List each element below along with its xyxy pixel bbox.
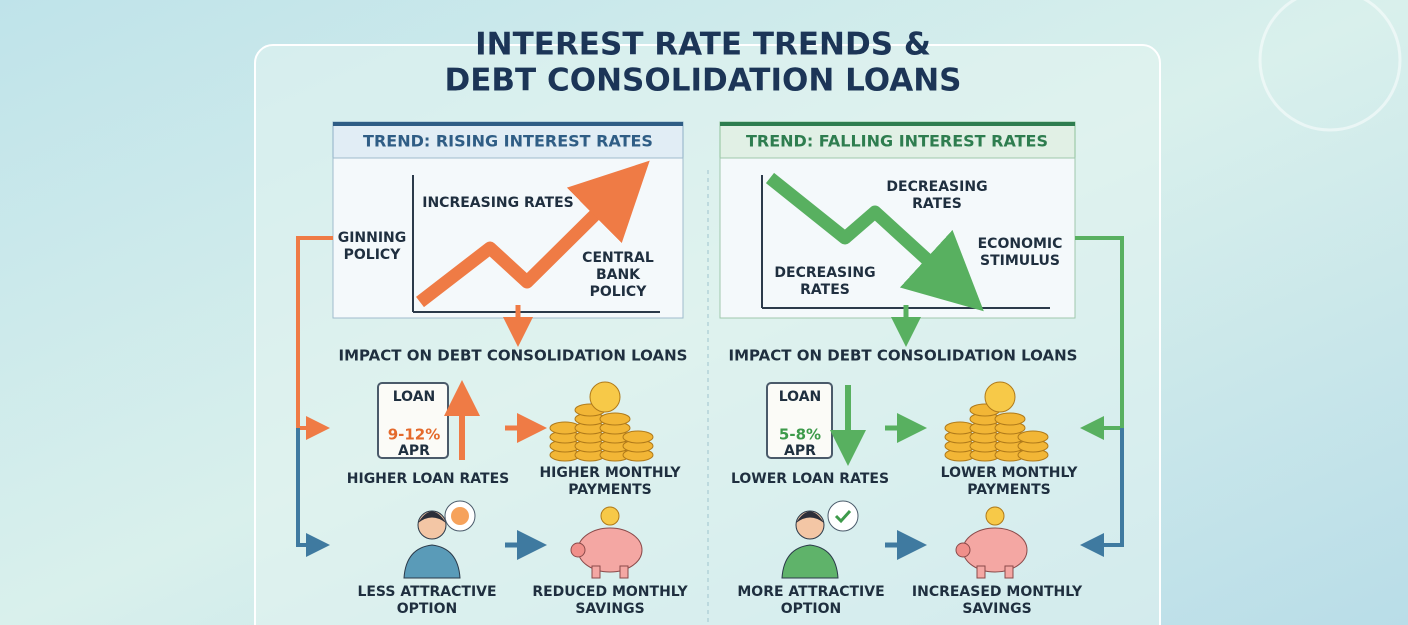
- chart-label: CENTRAL BANK POLICY: [582, 250, 654, 300]
- text-line: RATES: [912, 196, 962, 212]
- text-line: POLICY: [344, 247, 402, 263]
- effect-label: LOWER MONTHLY PAYMENTS: [941, 465, 1079, 498]
- text-line: STIMULUS: [980, 253, 1060, 269]
- pig-leg: [619, 565, 629, 579]
- header-accent: [333, 122, 683, 126]
- pig-body: [577, 527, 643, 573]
- text-line: LESS ATTRACTIVE: [357, 584, 496, 600]
- loan-unit: APR: [398, 443, 430, 459]
- title-line: DEBT CONSOLIDATION LOANS: [444, 63, 961, 99]
- impact-title: IMPACT ON DEBT CONSOLIDATION LOANS: [729, 347, 1078, 365]
- coin: [994, 412, 1026, 426]
- person-hair: [796, 511, 824, 523]
- effect-label: HIGHER LOAN RATES: [347, 471, 509, 487]
- title-line: INTEREST RATE TRENDS &: [475, 27, 931, 63]
- text-line: INCREASING RATES: [422, 195, 573, 211]
- chart-label: INCREASING RATES: [422, 195, 573, 211]
- text-line: ECONOMIC: [978, 236, 1063, 252]
- text-line: MORE ATTRACTIVE: [737, 584, 884, 600]
- loan-label: LOAN: [779, 389, 822, 405]
- person: [781, 510, 839, 579]
- text-line: OPTION: [397, 601, 458, 617]
- pig-snout: [955, 542, 971, 558]
- chart-label: GINNING POLICY: [338, 230, 407, 263]
- chart-label: DECREASING RATES: [886, 179, 987, 212]
- loop-arrow: [296, 236, 333, 440]
- falling-arrow: [765, 172, 984, 312]
- text-line: SAVINGS: [575, 601, 644, 617]
- loan-document: [766, 382, 833, 459]
- check-mark: [834, 509, 852, 524]
- effect-label: LESS ATTRACTIVE OPTION: [357, 584, 496, 617]
- loan-rate: 9-12%: [388, 426, 441, 444]
- text-line: SAVINGS: [962, 601, 1031, 617]
- text-line: DECREASING: [774, 265, 875, 281]
- sad-face: [451, 507, 469, 525]
- text-line: HIGHER MONTHLY: [539, 465, 681, 481]
- panel-header: [719, 121, 1076, 159]
- pig-coin: [985, 506, 1005, 526]
- coin: [599, 412, 631, 426]
- loan-rate: 5-8%: [779, 426, 821, 444]
- loop-arrow: [1075, 236, 1124, 440]
- effect-label: MORE ATTRACTIVE OPTION: [737, 584, 884, 617]
- loop-arrow: [296, 428, 330, 557]
- coin-stacks: [944, 381, 1049, 462]
- text-line: RATES: [800, 282, 850, 298]
- panel-header: [332, 121, 684, 159]
- chart-label: ECONOMIC STIMULUS: [978, 236, 1063, 269]
- text-line: POLICY: [590, 284, 648, 300]
- loop-arrow: [1080, 428, 1124, 557]
- pig-leg: [976, 565, 986, 579]
- text-line: PAYMENTS: [568, 482, 651, 498]
- effect-label: REDUCED MONTHLY SAVINGS: [532, 584, 688, 617]
- rising-arrow: [416, 160, 650, 308]
- text-line: REDUCED MONTHLY: [532, 584, 688, 600]
- impact-title: IMPACT ON DEBT CONSOLIDATION LOANS: [339, 347, 688, 365]
- pig-leg: [1004, 565, 1014, 579]
- text-line: LOWER MONTHLY: [941, 465, 1079, 481]
- effect-label: HIGHER MONTHLY PAYMENTS: [539, 465, 681, 498]
- loan-label: LOAN: [393, 389, 436, 405]
- person: [403, 510, 461, 579]
- text-line: HIGHER LOAN RATES: [347, 471, 509, 487]
- chart-label: DECREASING RATES: [774, 265, 875, 298]
- text-line: CENTRAL: [582, 250, 654, 266]
- decor-circle: [1258, 0, 1402, 132]
- pig-body: [962, 527, 1028, 573]
- effect-label: INCREASED MONTHLY SAVINGS: [912, 584, 1083, 617]
- person-body: [403, 544, 461, 579]
- loan-document: [377, 382, 449, 459]
- piggy-bank: [570, 506, 643, 579]
- panel-header-text: TREND: FALLING INTEREST RATES: [746, 132, 1048, 151]
- coin-stacks: [549, 381, 654, 462]
- text-line: OPTION: [781, 601, 842, 617]
- person-body: [781, 544, 839, 579]
- loan-unit: APR: [784, 443, 816, 459]
- speech-bubble: [827, 500, 859, 532]
- axes: [412, 175, 660, 313]
- coin-face: [984, 381, 1016, 413]
- text-line: GINNING: [338, 230, 407, 246]
- header-accent: [720, 122, 1075, 126]
- pig-snout: [570, 542, 586, 558]
- text-line: INCREASED MONTHLY: [912, 584, 1083, 600]
- person-hair: [418, 511, 446, 523]
- effect-label: LOWER LOAN RATES: [731, 471, 889, 487]
- piggy-bank: [955, 506, 1028, 579]
- text-line: DECREASING: [886, 179, 987, 195]
- coin: [1017, 430, 1049, 444]
- pig-coin: [600, 506, 620, 526]
- pig-leg: [591, 565, 601, 579]
- text-line: LOWER LOAN RATES: [731, 471, 889, 487]
- coin-face: [589, 381, 621, 413]
- panel-header-text: TREND: RISING INTEREST RATES: [363, 132, 653, 151]
- text-line: BANK: [596, 267, 641, 283]
- coin: [622, 430, 654, 444]
- text-line: PAYMENTS: [967, 482, 1050, 498]
